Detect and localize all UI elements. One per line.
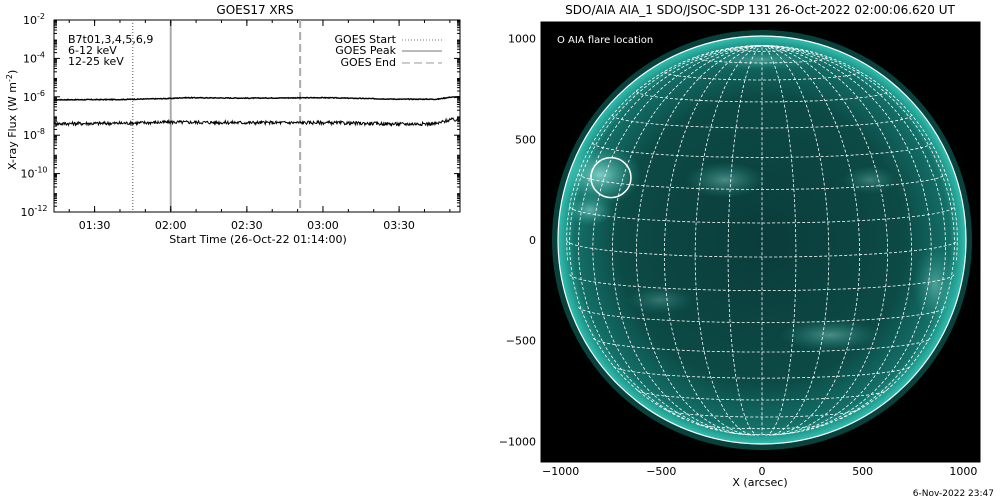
goes-y-tick-label: 10-4 xyxy=(23,50,45,65)
goes-x-tick-label: 02:00 xyxy=(155,219,187,232)
goes-y-tick-label: 10-10 xyxy=(20,166,47,181)
aia-x-tick-label: 1000 xyxy=(949,465,977,478)
aia-y-tick-label: 500 xyxy=(515,133,536,146)
goes-y-ticks: 10-2 10-4 10-6 10-8 10-10 10-12 xyxy=(20,12,460,219)
goes-series-line-0 xyxy=(53,95,461,102)
latitude-line xyxy=(592,337,932,353)
longitude-line xyxy=(611,45,763,435)
longitude-line xyxy=(761,45,797,436)
goes-y-tick-label: 10-8 xyxy=(23,127,45,142)
aia-x-tick-label: 500 xyxy=(852,465,873,478)
aia-x-tick-label: −1000 xyxy=(542,465,579,478)
goes-series-line-1 xyxy=(53,117,461,128)
longitude-line xyxy=(761,45,889,436)
solar-limb xyxy=(557,35,967,445)
goes-plot-frame xyxy=(53,19,461,213)
longitude-line xyxy=(761,45,955,420)
goes-y-tick-label: 10-2 xyxy=(23,12,45,27)
longitude-line xyxy=(592,45,763,434)
goes-y-label: X-ray Flux (W m-2) xyxy=(5,70,19,170)
legend-channel-list: B7t01,3,4,5,6,9 xyxy=(68,33,153,46)
goes-x-tick-label: 02:30 xyxy=(231,219,263,232)
longitude-line xyxy=(663,45,763,436)
latitude-line xyxy=(612,366,912,379)
goes-x-tick-label: 03:00 xyxy=(307,219,339,232)
latitude-line xyxy=(665,409,859,418)
legend-12-25-kev: 12-25 keV xyxy=(68,55,124,68)
longitude-line xyxy=(761,45,830,436)
goes-title: GOES17 XRS xyxy=(216,3,293,17)
heliographic-grid xyxy=(566,45,958,436)
aia-x-label: X (arcsec) xyxy=(732,476,787,489)
legend-goes-peak: GOES Peak xyxy=(335,44,396,57)
aia-y-ticks: −1000 −500 0 500 1000 xyxy=(499,33,548,448)
longitude-line xyxy=(727,45,763,436)
goes-vertical-lines xyxy=(131,20,302,212)
goes-series xyxy=(53,95,461,128)
aia-legend: O AIA flare location xyxy=(557,35,653,46)
legend-goes-end: GOES End xyxy=(340,56,396,69)
timestamp: 6-Nov-2022 23:47 xyxy=(913,489,994,499)
goes-x-tick-label: 01:30 xyxy=(79,219,111,232)
longitude-line xyxy=(761,45,932,434)
aia-plot-frame xyxy=(540,21,981,463)
aia-image: O AIA flare location xyxy=(541,22,980,462)
legend-goes-start: GOES Start xyxy=(335,33,397,46)
goes-y-tick-label: 10-6 xyxy=(23,89,45,104)
longitude-line xyxy=(694,45,763,436)
aia-y-tick-label: 0 xyxy=(529,234,536,247)
goes-x-tick-label: 03:30 xyxy=(383,219,415,232)
aia-x-tick-label: 0 xyxy=(759,465,766,478)
longitude-line xyxy=(761,45,958,261)
goes-x-label: Start Time (26-Oct-22 01:14:00) xyxy=(169,233,347,246)
flare-location-circle xyxy=(590,156,632,199)
longitude-line xyxy=(566,45,763,261)
aia-y-tick-label: −1000 xyxy=(499,435,536,448)
aia-y-tick-label: 1000 xyxy=(508,33,536,46)
aia-x-ticks: −1000 −500 0 500 1000 xyxy=(542,455,977,478)
goes-x-ticks: 01:30 02:00 02:30 03:00 03:30 xyxy=(68,20,451,232)
longitude-line xyxy=(635,45,763,436)
aia-x-tick-label: −500 xyxy=(646,465,676,478)
latitude-line xyxy=(636,90,888,103)
goes-legend-right: GOES Start GOES Peak GOES End xyxy=(335,33,442,69)
goes-y-tick-label: 10-12 xyxy=(20,204,47,219)
legend-6-12-kev: 6-12 keV xyxy=(68,44,117,57)
longitude-line xyxy=(761,45,861,436)
goes-legend-left: B7t01,3,4,5,6,9 6-12 keV 12-25 keV xyxy=(68,33,153,68)
longitude-line xyxy=(569,45,763,420)
aia-title: SDO/AIA AIA_1 SDO/JSOC-SDP 131 26-Oct-20… xyxy=(565,3,955,17)
longitude-line xyxy=(761,45,913,435)
aia-y-tick-label: −500 xyxy=(506,335,536,348)
